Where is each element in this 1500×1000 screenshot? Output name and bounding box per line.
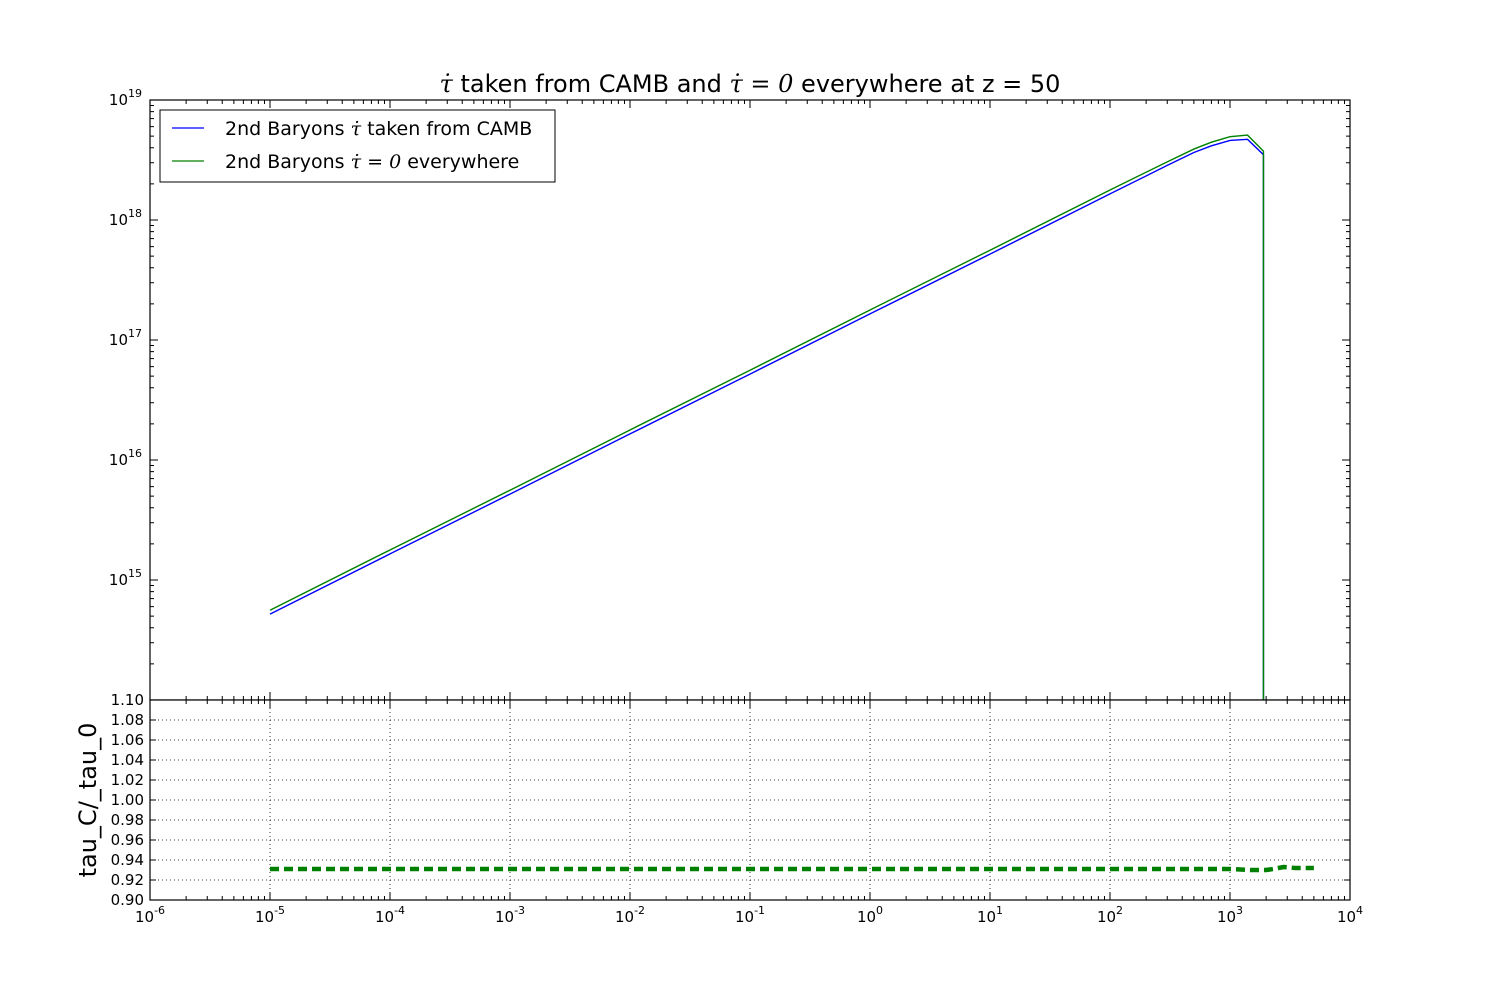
- ratio-plot-frame: [149, 699, 1351, 901]
- x-tick-label-exponent: 2: [1116, 904, 1123, 917]
- x-tick-label-base: 10: [255, 908, 274, 926]
- legend-camb-prefix: 2nd Baryons: [225, 118, 351, 140]
- main-y-tick-label: 1016: [109, 447, 142, 469]
- main-series-line-1: [269, 138, 1265, 700]
- x-tick-label-exponent: 1: [996, 904, 1003, 917]
- main-y-tick-label: 1018: [109, 207, 142, 229]
- main-y-tick-label: 1017: [109, 327, 142, 349]
- legend-camb-suffix: taken from CAMB: [367, 118, 532, 140]
- x-tick-label-exponent: 0: [876, 904, 883, 917]
- ratio-series-line-1: [270, 864, 1314, 873]
- x-tick-label-exponent: -6: [154, 904, 165, 917]
- ratio-y-tick-labels: 0.90 0.92 0.94 0.96 0.98 1.00 1.02 1.04 1.06 1.08…: [111, 691, 144, 909]
- main-series-lines: [269, 134, 1265, 700]
- main-y-tick-label-exponent: 16: [128, 447, 142, 460]
- ratio-y-tick-label: 1.08: [111, 711, 144, 729]
- legend-zero-suffix: everywhere: [407, 151, 519, 173]
- ratio-y-axis-label: tau_C/_tau_0: [74, 723, 102, 878]
- x-tick-label-exponent: 4: [1356, 904, 1363, 917]
- x-tick-label-exponent: -5: [274, 904, 285, 917]
- main-y-tick-label-exponent: 17: [128, 327, 142, 340]
- main-y-tick-label-exponent: 15: [128, 567, 142, 580]
- x-tick-label-base: 10: [857, 908, 876, 926]
- ratio-y-tick-label: 0.96: [111, 831, 144, 849]
- main-y-tick-label-base: 10: [109, 91, 128, 109]
- x-tick-label-exponent: 3: [1236, 904, 1243, 917]
- x-tick-label: 100: [857, 904, 883, 926]
- legend: 2nd Baryons τ̇ taken from CAMB 2nd Baryo…: [159, 109, 556, 183]
- ratio-y-tick-label: 0.90: [111, 891, 144, 909]
- x-tick-label: 10-1: [735, 904, 765, 926]
- x-tick-label: 103: [1217, 904, 1243, 926]
- x-tick-label-base: 10: [1097, 908, 1116, 926]
- ratio-y-tick-label: 0.94: [111, 851, 144, 869]
- main-y-tick-label: 1015: [109, 567, 142, 589]
- x-tick-label: 101: [977, 904, 1003, 926]
- main-y-tick-label-base: 10: [109, 451, 128, 469]
- main-y-tick-label-base: 10: [109, 331, 128, 349]
- ratio-grid-lines: [150, 700, 1350, 900]
- main-series-line-2: [269, 134, 1265, 700]
- ratio-y-tick-label: 0.92: [111, 871, 144, 889]
- main-y-tick-label: 1019: [109, 87, 142, 109]
- main-plot-background: [150, 100, 1350, 700]
- x-tick-label: 102: [1097, 904, 1123, 926]
- x-tick-label: 104: [1337, 904, 1363, 926]
- legend-box: [159, 109, 556, 183]
- x-tick-label-exponent: -2: [634, 904, 645, 917]
- ratio-y-tick-label: 1.00: [111, 791, 144, 809]
- x-tick-label: 10-4: [375, 904, 405, 926]
- x-tick-label: 10-5: [255, 904, 285, 926]
- ratio-y-tick-label: 1.10: [111, 691, 144, 709]
- ratio-plot-panel: 0.90 0.92 0.94 0.96 0.98 1.00 1.02 1.04 1.06 1.08…: [111, 691, 1363, 926]
- x-tick-label-exponent: -1: [754, 904, 765, 917]
- x-tick-label-base: 10: [735, 908, 754, 926]
- x-tick-label-base: 10: [615, 908, 634, 926]
- x-tick-label-exponent: -3: [514, 904, 525, 917]
- main-y-tick-label-base: 10: [109, 571, 128, 589]
- main-axis-ticks: [149, 100, 1350, 701]
- legend-label-zero: 2nd Baryons τ̇ = 0 everywhere: [225, 151, 519, 173]
- title-part-2: everywhere at z = 50: [801, 70, 1060, 98]
- main-y-tick-label-exponent: 18: [128, 207, 142, 220]
- ratio-y-tick-label: 1.04: [111, 751, 144, 769]
- legend-zero-symbol: τ̇ = 0: [351, 151, 402, 173]
- main-y-tick-label-exponent: 19: [128, 87, 142, 100]
- ratio-series-lines: [270, 864, 1314, 873]
- x-tick-label-base: 10: [977, 908, 996, 926]
- x-tick-label-base: 10: [1337, 908, 1356, 926]
- title-tau-dot-symbol: τ̇: [440, 70, 454, 98]
- ratio-y-tick-label: 0.98: [111, 811, 144, 829]
- x-tick-label-base: 10: [375, 908, 394, 926]
- x-tick-label-exponent: -4: [394, 904, 405, 917]
- x-tick-label: 10-2: [615, 904, 645, 926]
- ratio-y-tick-label: 1.02: [111, 771, 144, 789]
- x-tick-label-base: 10: [495, 908, 514, 926]
- x-tick-labels: 10-6 10-5 10-4 10-3 10-2 10-1 100 101 102 103 104: [135, 904, 1363, 926]
- title-tau-dot-zero-symbol: τ̇ = 0: [729, 70, 793, 98]
- x-tick-label: 10-6: [135, 904, 165, 926]
- legend-camb-symbol: τ̇: [351, 118, 362, 140]
- x-tick-label-base: 10: [135, 908, 154, 926]
- x-tick-label: 10-3: [495, 904, 525, 926]
- title-part-1: taken from CAMB and: [460, 70, 729, 98]
- main-y-tick-label-base: 10: [109, 211, 128, 229]
- chart-title: τ̇ taken from CAMB and τ̇ = 0 everywhere…: [440, 70, 1061, 98]
- legend-label-camb: 2nd Baryons τ̇ taken from CAMB: [225, 118, 532, 140]
- legend-zero-prefix: 2nd Baryons: [225, 151, 351, 173]
- ratio-y-tick-label: 1.06: [111, 731, 144, 749]
- x-tick-label-base: 10: [1217, 908, 1236, 926]
